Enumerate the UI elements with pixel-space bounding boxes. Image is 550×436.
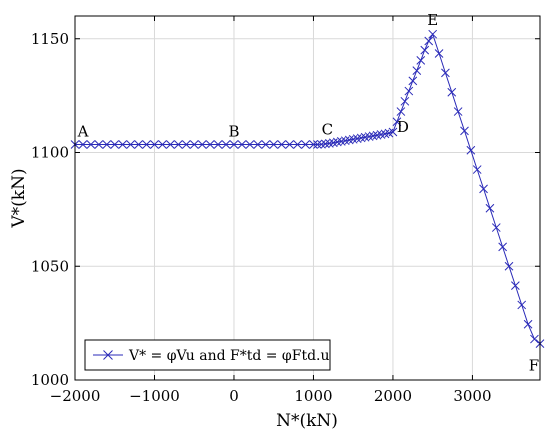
data-point-marker [408, 76, 418, 86]
data-point-marker [237, 140, 247, 149]
data-point-marker [428, 29, 438, 39]
data-point-marker [213, 140, 223, 149]
data-point-marker [110, 140, 120, 149]
series-line [75, 32, 541, 344]
data-point-marker [460, 126, 469, 136]
data-point-marker [134, 140, 143, 149]
data-point-marker [420, 45, 430, 55]
y-tick-label: 1100 [31, 144, 69, 162]
data-point-marker [388, 127, 398, 137]
x-axis-title: N*(kN) [276, 411, 338, 431]
x-tick-label: 0 [229, 387, 239, 405]
data-point-marker [412, 66, 422, 75]
data-point-marker [173, 140, 183, 149]
data-point-marker [150, 140, 159, 149]
point-label-e: E [427, 11, 438, 29]
point-label-f: F [529, 357, 539, 375]
data-point-marker [511, 281, 520, 290]
point-label-b: B [228, 123, 239, 141]
x-tick-label: 1000 [294, 387, 332, 405]
data-point-marker [94, 140, 104, 149]
data-point-marker [221, 140, 231, 149]
data-point-marker [530, 334, 539, 344]
data-point-marker [285, 140, 294, 149]
data-point-marker [158, 140, 167, 149]
data-point-marker [313, 140, 322, 149]
point-label-c: C [322, 121, 333, 139]
data-point-marker [229, 140, 239, 149]
legend-box [84, 339, 331, 371]
data-point-marker [517, 300, 527, 310]
data-point-marker [102, 140, 112, 149]
x-tick-label: −1000 [129, 387, 180, 405]
data-point-marker [118, 140, 128, 149]
data-point-marker [321, 139, 330, 149]
y-tick-label: 1150 [31, 30, 69, 48]
data-point-marker [396, 107, 406, 116]
data-point-marker [404, 86, 414, 96]
point-annotations: A B C D E F [77, 11, 540, 374]
data-point-marker [309, 140, 318, 149]
data-point-marker [479, 184, 488, 194]
data-point-marker [126, 140, 135, 149]
data-point-marker [253, 140, 263, 149]
data-point-marker [261, 140, 271, 149]
axis-ticks: −2000 −1000 0 1000 2000 3000 1000 1050 1100 1150 [31, 16, 540, 405]
data-point-marker [317, 139, 326, 149]
data-point-marker [197, 140, 207, 149]
point-label-d: D [397, 118, 409, 136]
x-tick-label: 3000 [453, 387, 491, 405]
data-point-marker [78, 140, 88, 149]
data-point-marker [189, 140, 199, 149]
data-point-marker [301, 140, 310, 149]
data-point-marker [447, 87, 457, 97]
data-point-marker [466, 145, 476, 155]
legend: V* = φVu and F*td = φFtd.u [84, 339, 331, 371]
x-tick-label: −2000 [50, 387, 101, 405]
data-point-marker [205, 140, 215, 149]
y-axis-title: V*(kN) [9, 168, 29, 228]
data-point-marker [166, 140, 175, 149]
y-tick-label: 1050 [31, 257, 69, 275]
data-point-marker [245, 140, 255, 149]
data-point-marker [142, 140, 151, 149]
legend-label: V* = φVu and F*td = φFtd.u [128, 348, 330, 364]
data-point-marker [453, 107, 463, 116]
y-tick-label: 1000 [31, 371, 69, 389]
data-point-marker [434, 49, 444, 58]
plot-frame [74, 15, 541, 381]
data-point-marker [293, 140, 302, 149]
point-label-a: A [77, 123, 89, 141]
data-point-marker [269, 140, 279, 149]
data-point-marker [485, 203, 495, 213]
data-point-marker [498, 242, 507, 252]
x-tick-label: 2000 [374, 387, 412, 405]
data-point-marker [523, 319, 533, 329]
plot-background [75, 16, 540, 380]
data-point-marker [400, 96, 410, 106]
data-point-marker [392, 117, 402, 127]
data-point-marker [504, 261, 514, 271]
data-point-marker [424, 36, 434, 46]
legend-marker [103, 350, 113, 360]
data-point-marker [491, 223, 501, 232]
data-point-marker [416, 56, 426, 65]
data-point-marker [181, 140, 191, 149]
data-point-marker [472, 165, 482, 174]
data-point-marker [86, 140, 96, 149]
data-point-marker [277, 140, 287, 149]
data-point-marker [441, 68, 450, 78]
